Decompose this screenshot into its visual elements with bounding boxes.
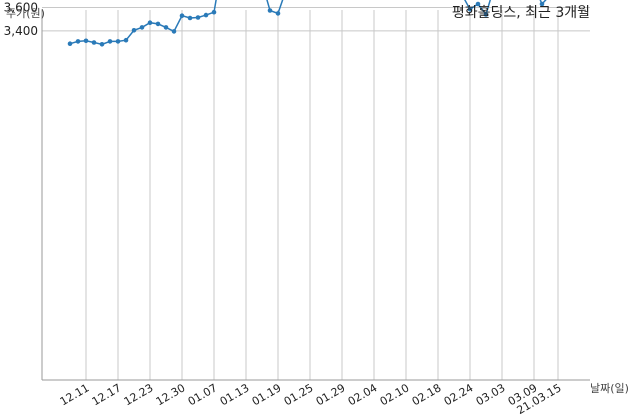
y-axis-label: 주가(원) — [6, 7, 45, 20]
data-point — [163, 25, 169, 30]
data-point — [123, 37, 129, 43]
x-tick-label: 03.03 — [474, 381, 508, 408]
gridlines — [42, 7, 590, 380]
x-tick-label: 12.17 — [90, 381, 124, 408]
data-point — [179, 13, 185, 18]
data-point — [107, 39, 113, 44]
data-point — [139, 25, 145, 30]
x-tick-label: 01.13 — [218, 381, 252, 408]
data-point — [467, 7, 473, 12]
data-point — [475, 1, 481, 7]
x-tick-label: 12.30 — [154, 381, 188, 408]
data-point — [203, 12, 209, 18]
data-point — [147, 20, 153, 26]
data-point — [483, 12, 489, 17]
data-point — [275, 11, 281, 16]
y-tick-label: 3,600 — [4, 1, 38, 15]
x-tick-labels: 12.1112.1712.2312.3001.0701.1301.1901.25… — [58, 381, 564, 417]
axes — [41, 10, 590, 381]
data-point — [115, 39, 121, 44]
x-tick-label: 01.07 — [186, 381, 220, 408]
data-point — [99, 42, 105, 47]
data-point — [187, 15, 193, 21]
data-point — [67, 41, 73, 46]
data-point — [83, 38, 89, 44]
x-tick-label: 02.10 — [378, 381, 412, 408]
data-point — [539, 1, 545, 7]
x-tick-label: 12.11 — [58, 381, 92, 408]
data-point — [91, 40, 97, 45]
data-point — [75, 39, 81, 44]
data-point — [171, 29, 177, 34]
data-point — [267, 8, 273, 13]
price-line — [69, 0, 547, 46]
x-tick-label: 01.25 — [282, 381, 316, 408]
data-point — [155, 21, 161, 27]
price-points — [67, 1, 545, 47]
data-point — [131, 28, 137, 33]
x-tick-label: 02.18 — [410, 381, 444, 408]
x-tick-label: 02.24 — [442, 381, 476, 408]
x-axis-label: 날짜(일) — [590, 381, 629, 395]
data-point — [211, 9, 217, 15]
x-tick-label: 01.29 — [314, 381, 348, 408]
x-tick-label: 12.23 — [122, 381, 156, 408]
x-tick-label: 01.19 — [250, 381, 284, 408]
chart-title: 평화홀딩스, 최근 3개월 — [452, 5, 590, 21]
x-tick-label: 02.04 — [346, 381, 380, 408]
y-tick-label: 3,400 — [4, 24, 38, 38]
data-point — [195, 15, 201, 20]
